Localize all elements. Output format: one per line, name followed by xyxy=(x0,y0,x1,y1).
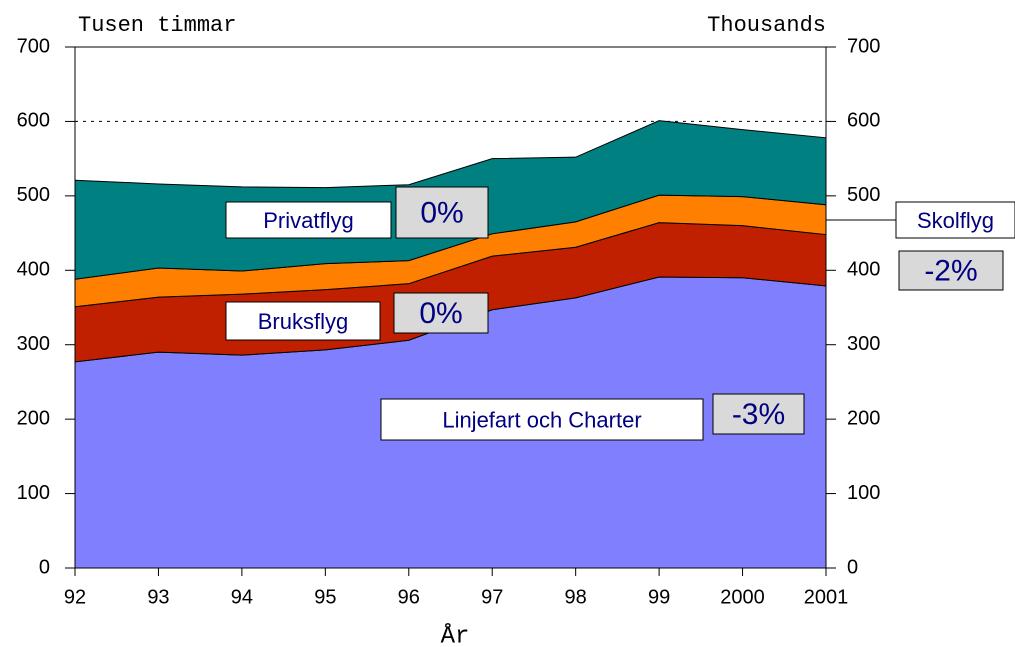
x-tick-label: 93 xyxy=(147,586,169,608)
x-axis-title: År xyxy=(441,622,470,647)
y2-tick-label: 500 xyxy=(847,184,880,206)
label-box xyxy=(895,201,1015,239)
y-tick-label: 600 xyxy=(17,110,50,132)
y-tick-label: 400 xyxy=(17,259,50,281)
change-label: 0% xyxy=(419,297,462,330)
y2-tick-label: 600 xyxy=(847,110,880,132)
y2-tick-label: 100 xyxy=(847,482,880,504)
x-tick-label: 92 xyxy=(64,586,86,608)
y2-tick-label: 0 xyxy=(847,556,858,578)
change-box xyxy=(395,186,489,239)
x-tick-label: 2000 xyxy=(720,586,765,608)
x-tick-label: 2001 xyxy=(804,586,849,608)
change-label: -2% xyxy=(924,254,977,287)
change-label: -3% xyxy=(732,398,785,431)
x-tick-label: 97 xyxy=(481,586,503,608)
change-box xyxy=(712,393,805,435)
series-label: Linjefart och Charter xyxy=(442,407,641,432)
x-tick-label: 96 xyxy=(398,586,420,608)
x-tick-label: 99 xyxy=(648,586,670,608)
y2-tick-label: 700 xyxy=(847,35,880,57)
y-tick-label: 700 xyxy=(17,35,50,57)
y-tick-label: 200 xyxy=(17,407,50,429)
y-tick-label: 300 xyxy=(17,333,50,355)
x-tick-label: 98 xyxy=(565,586,587,608)
y-tick-label: 0 xyxy=(39,556,50,578)
series-label: Privatflyg xyxy=(263,208,353,233)
change-label: 0% xyxy=(420,196,463,229)
y2-tick-label: 400 xyxy=(847,259,880,281)
y-axis-title: Tusen timmar xyxy=(78,13,236,38)
y-tick-label: 500 xyxy=(17,184,50,206)
x-tick-label: 94 xyxy=(231,586,253,608)
label-box xyxy=(225,301,381,341)
label-box xyxy=(380,398,704,441)
change-box xyxy=(898,250,1004,291)
change-box xyxy=(393,292,489,334)
series-label: Skolflyg xyxy=(917,208,994,233)
y2-tick-label: 300 xyxy=(847,333,880,355)
series-label: Bruksflyg xyxy=(258,309,348,334)
x-tick-label: 95 xyxy=(314,586,336,608)
y2-tick-label: 200 xyxy=(847,407,880,429)
y-tick-label: 100 xyxy=(17,482,50,504)
y2-axis-title: Thousands xyxy=(707,13,826,38)
label-box xyxy=(225,201,392,239)
